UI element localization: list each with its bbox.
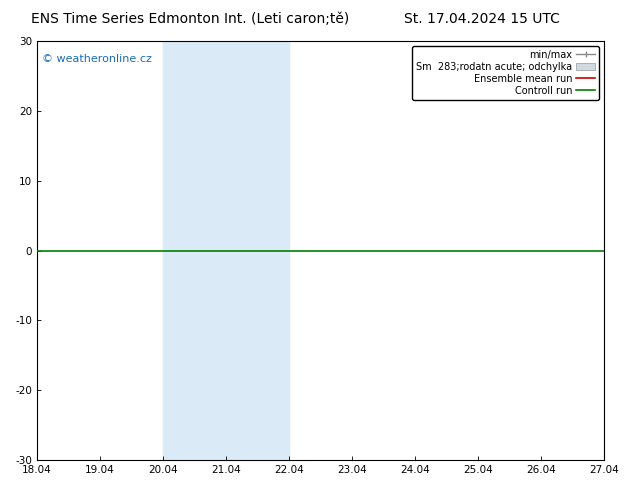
Legend: min/max, Sm  283;rodatn acute; odchylka, Ensemble mean run, Controll run: min/max, Sm 283;rodatn acute; odchylka, …: [412, 46, 599, 99]
Text: St. 17.04.2024 15 UTC: St. 17.04.2024 15 UTC: [404, 12, 560, 26]
Text: © weatheronline.cz: © weatheronline.cz: [42, 53, 152, 64]
Bar: [163, 41, 226, 460]
Bar: [226, 41, 289, 460]
Bar: [604, 41, 634, 460]
Text: ENS Time Series Edmonton Int. (Leti caron;tě): ENS Time Series Edmonton Int. (Leti caro…: [31, 12, 349, 26]
